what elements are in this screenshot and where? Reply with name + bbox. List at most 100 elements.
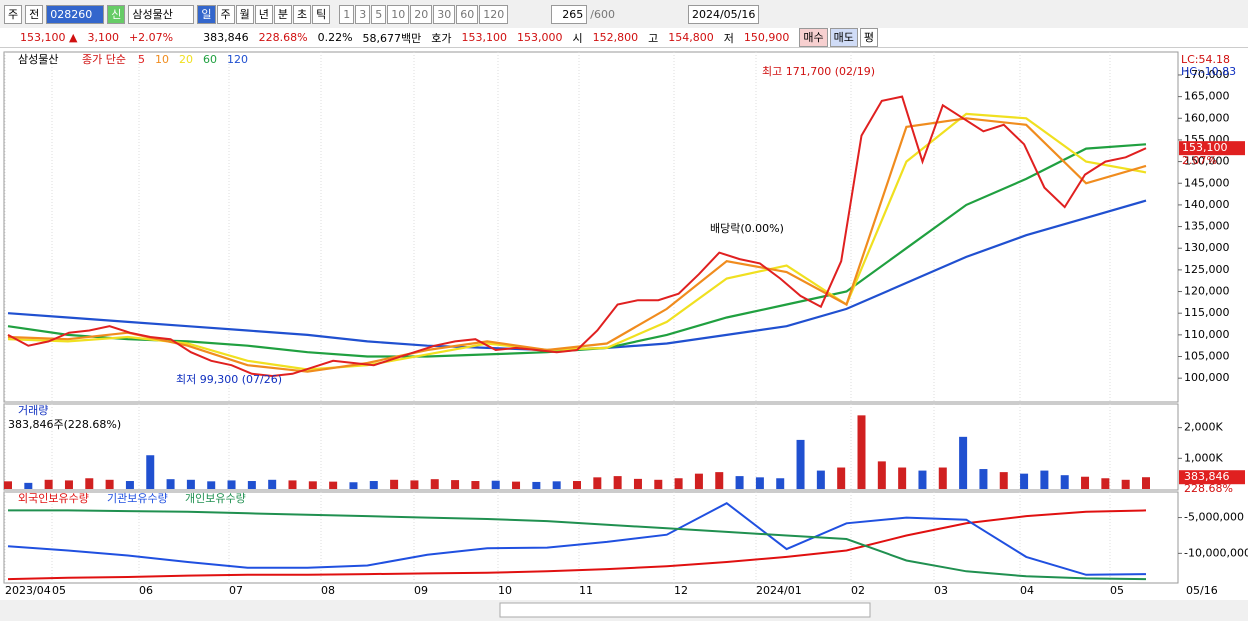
period-button[interactable]: 년 <box>254 4 273 24</box>
volume-bar <box>451 480 460 489</box>
volume-frame <box>3 403 1179 491</box>
volume-bar <box>1020 473 1029 489</box>
stock-name[interactable]: 삼성물산 <box>128 4 195 24</box>
ask: 153,100 <box>461 31 508 44</box>
holdings-tick-label: -5,000,000 <box>1184 511 1244 524</box>
volume-bar <box>44 479 53 489</box>
legend-label: 종가 단순 <box>82 53 126 66</box>
volume-bar <box>64 480 73 489</box>
period-button[interactable]: 틱 <box>312 4 331 24</box>
x-tick-label: 02 <box>851 584 865 597</box>
holdings-legend: 개인보유수량 <box>185 492 246 505</box>
period-button[interactable]: 주 <box>216 4 235 24</box>
last-volume-box <box>1179 470 1245 485</box>
price-tick-label: 145,000 <box>1184 176 1230 189</box>
turnover: 0.22% <box>317 31 353 44</box>
volume: 383,846 <box>203 31 249 44</box>
volume-bar <box>715 472 724 489</box>
volume-bar <box>390 479 399 489</box>
rate: +2.07% <box>128 31 174 44</box>
volume-bar <box>755 477 764 489</box>
volume-bar <box>512 481 521 489</box>
sell-button[interactable]: 매도 <box>829 28 858 47</box>
compare[interactable]: 전 <box>25 4 44 24</box>
volume-bar <box>24 482 33 489</box>
volume-bar <box>532 481 541 489</box>
volume-bar <box>674 478 683 489</box>
series-line <box>7 502 1147 576</box>
dividend-annotation: 배당락(0.00%) <box>710 222 784 235</box>
volume-bar <box>430 479 439 489</box>
volume-bar <box>166 479 175 489</box>
interval-group: 1 3 5 10 20 30 60 120 <box>339 4 509 24</box>
x-end-label: 05/16 <box>1186 584 1218 597</box>
volume-bar <box>207 481 216 489</box>
mode[interactable]: 주 <box>4 4 23 24</box>
volume-bar <box>1081 476 1090 489</box>
volume-bar <box>959 436 968 489</box>
x-tick-label: 2023/04 <box>5 584 51 597</box>
x-tick-label: 04 <box>1020 584 1034 597</box>
x-tick-label: 03 <box>934 584 948 597</box>
scroll-thumb[interactable] <box>499 602 871 618</box>
volume-rate: 228.68% <box>258 31 308 44</box>
volume-bar <box>654 479 663 489</box>
last-rate: 2.07% <box>1182 154 1217 167</box>
x-tick-label: 08 <box>321 584 335 597</box>
price-tick-label: 150,000 <box>1184 155 1230 168</box>
volume-bar <box>268 479 277 489</box>
volume-bar <box>938 467 947 489</box>
period-button[interactable]: 일 <box>197 4 216 24</box>
last-price-box <box>1179 141 1245 156</box>
low-label: 저 <box>723 31 734 45</box>
volume-bar <box>573 481 581 489</box>
count[interactable]: 265 <box>551 4 588 24</box>
interval-button[interactable]: 30 <box>433 4 456 24</box>
price-tick-label: 100,000 <box>1184 371 1230 384</box>
high: 154,800 <box>668 31 714 44</box>
price-tick-label: 115,000 <box>1184 306 1230 319</box>
interval-button[interactable]: 20 <box>410 4 433 24</box>
volume-bar <box>816 470 825 489</box>
interval-button[interactable]: 3 <box>355 4 371 24</box>
interval-button[interactable]: 5 <box>371 4 387 24</box>
period-button[interactable]: 초 <box>293 4 312 24</box>
period-button[interactable]: 월 <box>235 4 254 24</box>
volume-bar <box>105 479 114 489</box>
max-count: /600 <box>590 7 615 21</box>
volume-bar <box>552 481 561 489</box>
ask-label: 호가 <box>431 31 452 45</box>
code-input[interactable]: 028260 <box>46 4 105 24</box>
holdings-legend: 기관보유수량 <box>107 492 168 505</box>
price-tick-label: 170,000 <box>1184 68 1230 81</box>
low-annotation: 최저 99,300 (07/26) <box>176 373 282 386</box>
legend-name: 삼성물산 <box>18 53 58 66</box>
interval-button[interactable]: 10 <box>387 4 410 24</box>
change: 3,100 <box>87 31 119 44</box>
interval-button[interactable]: 120 <box>479 4 509 24</box>
volume-bar <box>593 477 602 489</box>
volume-bar <box>633 478 642 489</box>
buy-button[interactable]: 매수 <box>799 28 828 47</box>
date[interactable]: 2024/05/16 <box>687 4 760 24</box>
avg-button[interactable]: 평 <box>859 28 879 47</box>
last-volume: 383,846 <box>1184 470 1230 483</box>
period-button[interactable]: 분 <box>273 4 292 24</box>
x-tick-label: 05 <box>1110 584 1124 597</box>
interval-button[interactable]: 60 <box>456 4 479 24</box>
series-line <box>7 509 1147 581</box>
volume-bar <box>1040 470 1049 489</box>
volume-bar <box>694 473 703 489</box>
volume-bar <box>288 480 297 489</box>
price-tick-label: 130,000 <box>1184 241 1230 254</box>
volume-bar <box>613 476 622 489</box>
price-tick-label: 110,000 <box>1184 328 1230 341</box>
volume-bar <box>1101 478 1110 489</box>
lc: LC:54.18 <box>1181 53 1230 66</box>
x-tick-label: 2024/01 <box>756 584 802 597</box>
interval-button[interactable]: 1 <box>339 4 355 24</box>
holdings-legend: 외국인보유수량 <box>18 492 89 505</box>
